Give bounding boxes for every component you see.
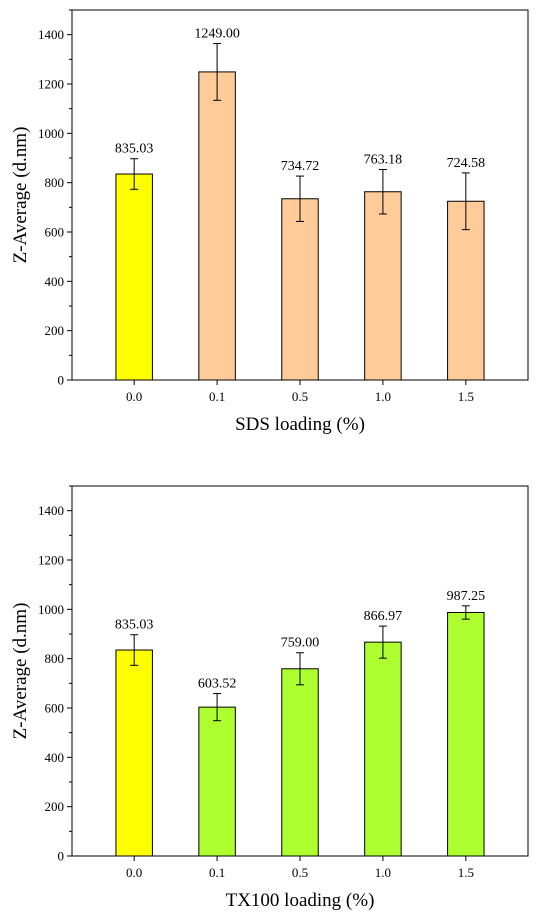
x-axis-title: TX100 loading (%) <box>226 890 375 911</box>
y-axis-title: Z-Average (d.nm) <box>10 603 31 740</box>
y-tick-label: 400 <box>45 750 65 765</box>
y-tick-label: 800 <box>45 175 65 190</box>
bar <box>281 668 319 857</box>
x-tick-label: 0.5 <box>292 865 308 880</box>
y-tick-label: 400 <box>45 274 65 289</box>
data-label: 1249.00 <box>194 27 240 42</box>
x-tick-label: 1.0 <box>375 865 391 880</box>
y-axis-title: Z-Average (d.nm) <box>10 127 31 264</box>
data-label: 734.72 <box>281 159 320 174</box>
data-label: 987.25 <box>447 589 486 604</box>
x-tick-label: 0.1 <box>209 389 225 404</box>
data-label: 759.00 <box>281 636 320 651</box>
y-tick-label: 1400 <box>38 27 64 42</box>
bar <box>115 649 153 857</box>
bar <box>115 173 153 381</box>
plot-frame <box>71 485 529 857</box>
data-label: 603.52 <box>198 677 237 692</box>
y-tick-label: 800 <box>45 651 65 666</box>
x-tick-label: 1.0 <box>375 389 391 404</box>
x-tick-label: 0.0 <box>126 389 142 404</box>
bar <box>281 198 319 381</box>
data-label: 835.03 <box>115 142 154 157</box>
x-tick-label: 1.5 <box>458 865 474 880</box>
y-tick-label: 1000 <box>38 126 64 141</box>
y-tick-label: 0 <box>58 373 65 388</box>
plot-frame <box>71 9 529 381</box>
data-label: 866.97 <box>364 609 403 624</box>
data-label: 763.18 <box>364 153 403 168</box>
bar <box>447 611 485 857</box>
y-tick-label: 1400 <box>38 503 64 518</box>
tx100-chart-panel: 835.03 0.0 603.52 0.1 759.00 0.5 866.97 1.0 987.… <box>10 485 529 911</box>
y-tick-label: 600 <box>45 701 65 716</box>
bar <box>364 641 402 857</box>
data-label: 835.03 <box>115 618 154 633</box>
sds-chart-panel: 835.03 0.0 1249.00 0.1 734.72 0.5 763.18 1.0 724… <box>10 9 529 435</box>
data-label: 724.58 <box>447 156 486 171</box>
bar <box>364 191 402 381</box>
y-tick-label: 0 <box>58 849 65 864</box>
y-tick-label: 600 <box>45 225 65 240</box>
y-tick-label: 200 <box>45 799 65 814</box>
y-tick-label: 1000 <box>38 602 64 617</box>
y-tick-label: 200 <box>45 323 65 338</box>
x-tick-label: 1.5 <box>458 389 474 404</box>
x-axis-title: SDS loading (%) <box>235 414 365 435</box>
y-tick-label: 1200 <box>38 77 64 92</box>
x-tick-label: 0.1 <box>209 865 225 880</box>
x-tick-label: 0.5 <box>292 389 308 404</box>
bar <box>198 706 236 857</box>
x-tick-label: 0.0 <box>126 865 142 880</box>
bar <box>198 71 236 381</box>
y-tick-label: 1200 <box>38 553 64 568</box>
